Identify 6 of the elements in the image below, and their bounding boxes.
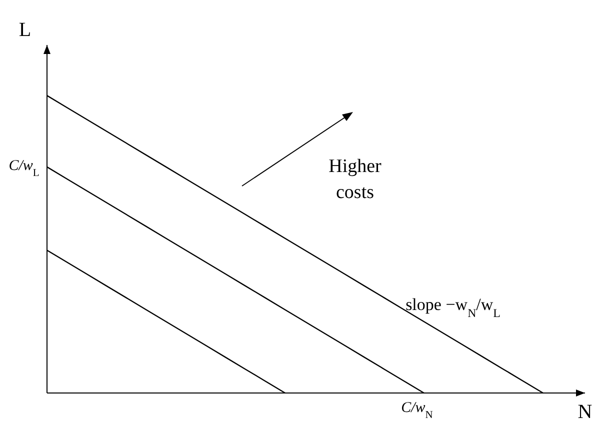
text: C/w$_{N}$	[401, 400, 434, 420]
annotation: slope −w$_{N}$/w$_{L}$	[406, 295, 500, 320]
annotation: Higher costs	[328, 156, 382, 203]
y-axis-title: L	[18, 19, 32, 41]
x-axis-title: N	[578, 401, 592, 423]
text: C/w$_{L}$	[8, 158, 40, 178]
